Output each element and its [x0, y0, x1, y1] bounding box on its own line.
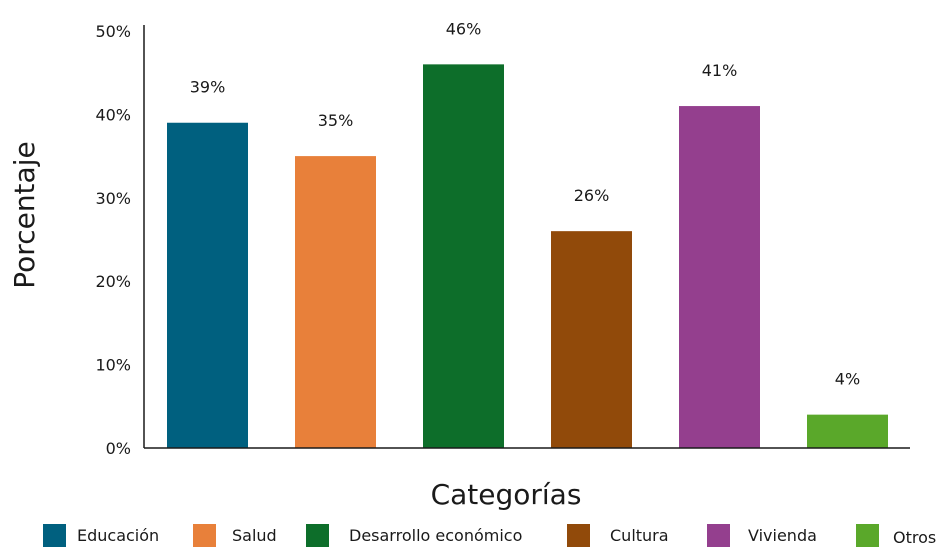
data-label: 35% [318, 111, 354, 130]
y-tick-label: 30% [95, 189, 131, 208]
y-axis-title: Porcentaje [8, 141, 41, 288]
data-label: 41% [702, 61, 738, 80]
legend-swatch [306, 524, 329, 547]
data-labels: 39% 35% 46% 26% 41% 4% [190, 19, 860, 388]
data-label: 26% [574, 186, 610, 205]
bar [295, 156, 376, 448]
legend: Educación Salud Desarrollo económico Cultur… [43, 524, 936, 547]
legend-label: Vivienda [748, 526, 817, 545]
x-axis-title: Categorías [431, 478, 582, 511]
legend-label: Educación [77, 526, 159, 545]
legend-label: Otros [893, 528, 936, 547]
bar [679, 106, 760, 448]
legend-label: Desarrollo económico [349, 526, 522, 545]
legend-swatch [43, 524, 66, 547]
legend-swatch [193, 524, 216, 547]
data-label: 39% [190, 78, 226, 97]
y-tick-label: 0% [106, 439, 131, 458]
y-tick-label: 40% [95, 105, 131, 124]
data-label: 46% [446, 19, 482, 38]
bar [551, 231, 632, 448]
y-axis-ticks: 0% 10% 20% 30% 40% 50% [95, 22, 131, 458]
bar [167, 122, 248, 449]
y-tick-label: 50% [95, 22, 131, 41]
legend-label: Salud [232, 526, 277, 545]
bar [423, 64, 504, 449]
legend-swatch [856, 524, 879, 547]
y-tick-label: 10% [95, 356, 131, 375]
data-label: 4% [835, 370, 860, 389]
legend-swatch [567, 524, 590, 547]
legend-label: Cultura [610, 526, 669, 545]
bars [167, 64, 888, 449]
legend-swatch [707, 524, 730, 547]
bar [807, 414, 888, 448]
y-tick-label: 20% [95, 272, 131, 291]
